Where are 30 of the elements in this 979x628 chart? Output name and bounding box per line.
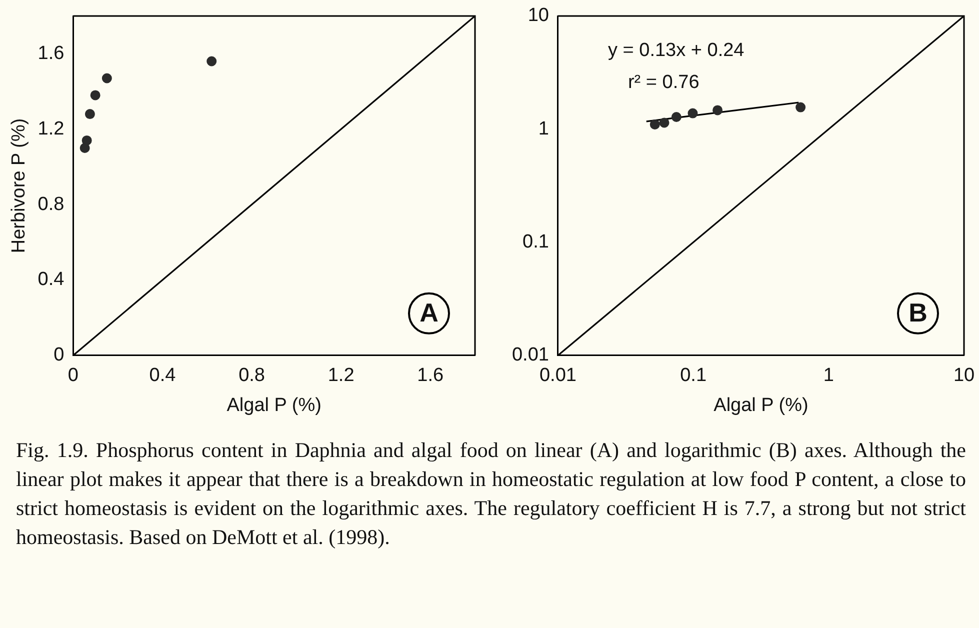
x-tick-label: 0.8 [238, 365, 265, 386]
point [84, 109, 95, 120]
y-tick-label: 0.01 [512, 344, 549, 366]
x-tick-label: 0 [68, 365, 78, 386]
annotation: B [908, 298, 928, 328]
point [206, 56, 217, 66]
y-tick-label: 0.4 [38, 269, 65, 290]
point [90, 90, 100, 100]
x-tick-label: 1.6 [417, 365, 444, 386]
x-axis-title: Algal P (%) [714, 394, 808, 416]
y-tick-label: 1 [538, 118, 549, 140]
x-tick-label: 0.1 [680, 365, 707, 386]
x-axis-title: Algal P (%) [226, 394, 322, 416]
y-tick-label: 1.2 [38, 118, 64, 140]
y-tick-label: 10 [528, 5, 549, 26]
annotation: y = 0.13x + 0.24 [608, 40, 745, 61]
y-axis-title: Herbivore P (%) [8, 118, 30, 254]
x-tick-label: 1.2 [328, 365, 354, 386]
annotation: A [420, 298, 439, 328]
x-tick-label: 10 [953, 365, 975, 386]
y-tick-label: 0.8 [38, 194, 64, 215]
x-tick-label: 0.4 [149, 365, 176, 386]
x-tick-label: 1 [823, 365, 834, 386]
annotation: r² = 0.76 [628, 72, 700, 93]
y-tick-label: 0 [54, 344, 64, 366]
y-tick-label: 1.6 [38, 42, 64, 64]
y-tick-label: 0.1 [522, 232, 549, 252]
point [102, 73, 112, 84]
point [82, 135, 92, 146]
caption: Fig. 1.9. Phosphorus content in Daphnia and algal food on linear (A) and logarithmic (B) axes. Although the linear plot makes it appear that there is a breakdown in homeostatic regulation at low food P content, a close to strict homeostasis is evident on the logarithmic axes. The regulatory coefficient H is 7.7, a strong but not strict homeostasis. Based on DeMott et al. (1998). [16, 437, 966, 551]
